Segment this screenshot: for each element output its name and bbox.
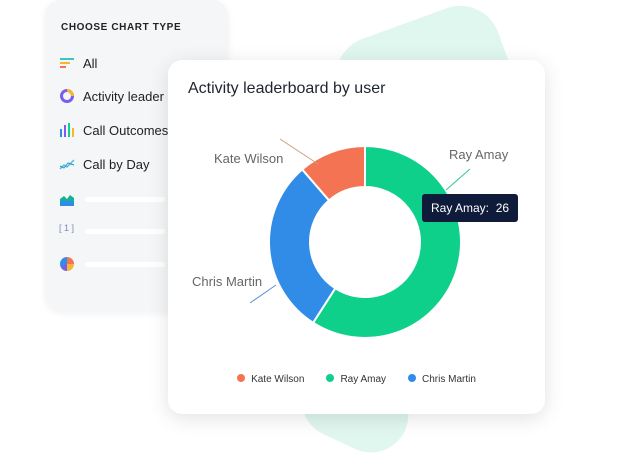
placeholder-bar: [85, 229, 165, 234]
slice-label-ray: Ray Amay: [449, 147, 509, 162]
legend-label: Chris Martin: [422, 374, 476, 385]
pie-icon: [60, 257, 74, 271]
donut-slice-chris-martin[interactable]: [268, 168, 337, 325]
item-label: Call by Day: [83, 156, 150, 172]
item-label: All: [83, 55, 98, 71]
item-label: Activity leader: [83, 88, 164, 104]
chart-type-number[interactable]: [ 1 ]: [59, 223, 75, 233]
panel-heading: CHOOSE CHART TYPE: [61, 22, 182, 33]
donut-chart: [249, 138, 471, 339]
chart-title: Activity leaderboard by user: [188, 80, 386, 97]
filter-lines-icon: [60, 58, 74, 68]
legend-label: Ray Amay: [340, 374, 387, 385]
item-label: Call Outcomes: [83, 122, 169, 138]
chart-card: Activity leaderboard by user Kate Wilson…: [168, 60, 545, 414]
chart-type-outcomes[interactable]: Call Outcomes: [59, 122, 168, 138]
placeholder-bar: [85, 197, 165, 202]
legend-item-chris[interactable]: Chris Martin: [408, 374, 476, 385]
slice-label-chris: Chris Martin: [192, 274, 263, 289]
chart-type-pie[interactable]: [59, 256, 75, 272]
legend-swatch: [408, 374, 417, 382]
leader-line: [445, 168, 471, 191]
number-icon: [ 1 ]: [59, 223, 75, 233]
legend-item-ray[interactable]: Ray Amay: [326, 374, 386, 385]
donut-icon: [60, 89, 74, 103]
legend-label: Kate Wilson: [251, 374, 305, 385]
chart-type-area[interactable]: [59, 191, 75, 207]
leader-line: [279, 138, 319, 165]
bar-chart-icon: [60, 123, 74, 137]
chart-type-activity[interactable]: Activity leader: [59, 88, 164, 104]
legend-swatch: [237, 374, 246, 382]
tooltip: Ray Amay: 26: [422, 194, 519, 222]
legend-item-kate[interactable]: Kate Wilson: [237, 374, 304, 385]
leader-line: [249, 284, 277, 304]
chart-type-by-day[interactable]: Call by Day: [59, 156, 149, 172]
legend: Kate Wilson Ray Amay Chris Martin: [168, 374, 545, 385]
tooltip-label: Ray Amay:: [431, 201, 490, 215]
placeholder-bar: [85, 262, 165, 267]
chart-type-all[interactable]: All: [59, 55, 97, 71]
tooltip-value: 26: [495, 201, 510, 215]
slice-label-kate: Kate Wilson: [214, 151, 284, 166]
area-chart-icon: [60, 195, 74, 206]
line-chart-icon: [59, 159, 75, 170]
legend-swatch: [326, 374, 335, 382]
